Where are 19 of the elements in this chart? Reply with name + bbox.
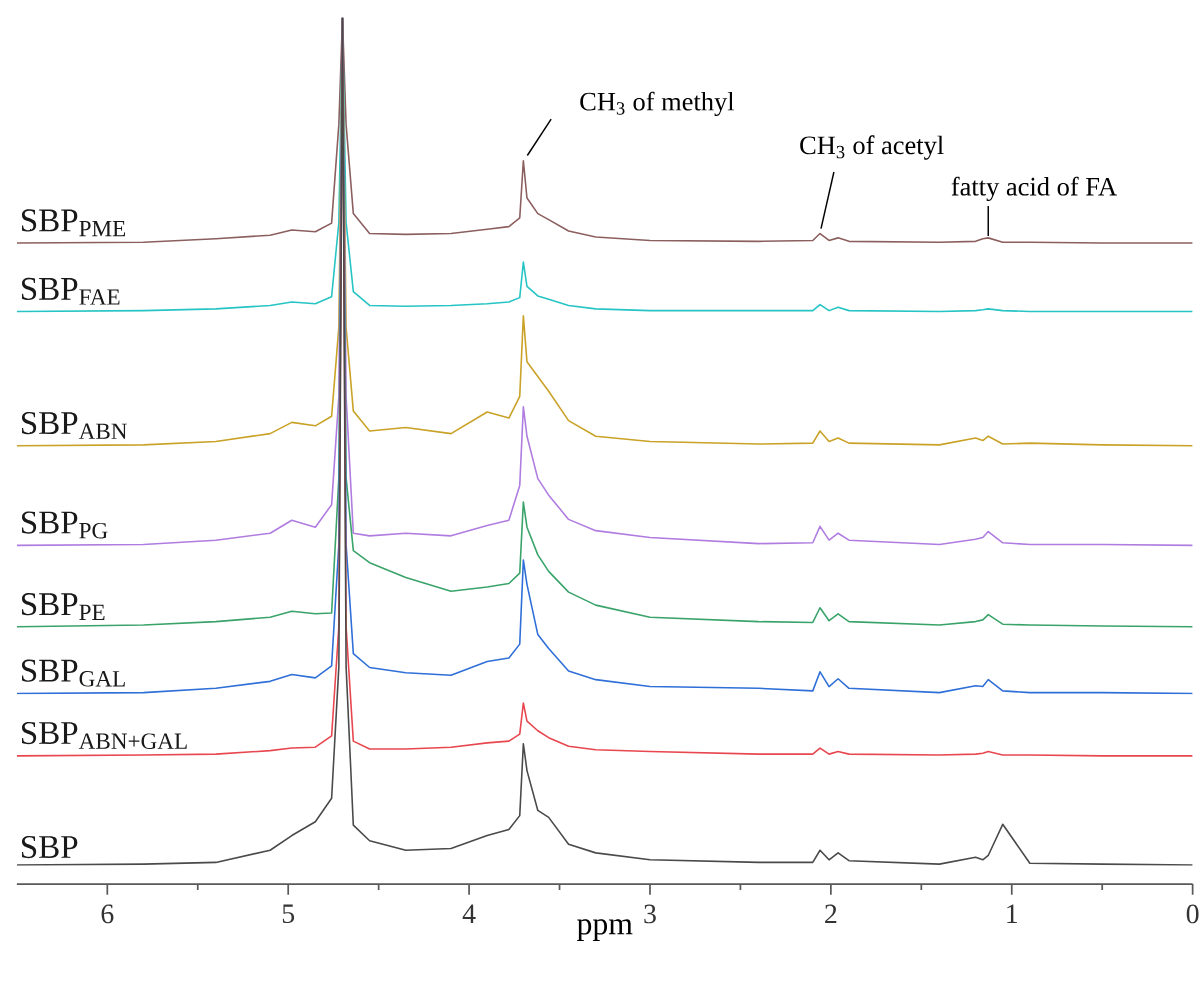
series-label: SBP$_{ABN+GAL}$ [22, 721, 187, 749]
series-label: SBP [22, 835, 78, 858]
x-tick-label: 6 [101, 904, 114, 924]
annotation: fatty acid of FA [951, 176, 1117, 201]
x-tick-label: 3 [644, 904, 656, 924]
series-label: SBP$_{ABN}$ [22, 411, 127, 439]
series-label: SBP$_{FAE}$ [22, 277, 120, 305]
annotation: CH$_{3}$ of methyl [580, 91, 735, 116]
series-label: SBP$_{PG}$ [22, 511, 108, 539]
series-label: SBP$_{PME}$ [22, 209, 126, 237]
x-tick-label: 5 [282, 904, 295, 923]
annotation: CH$_{3}$ of acetyl [800, 135, 944, 160]
x-tick-label: 2 [825, 904, 837, 923]
x-tick-label: 0 [1186, 904, 1199, 924]
series-label: SBP$_{GAL}$ [22, 659, 125, 687]
x-tick-label: 1 [1007, 904, 1018, 923]
x-tick-label: 4 [462, 904, 476, 923]
series-label: SBP$_{PE}$ [22, 592, 105, 620]
x-axis-title: ppm [577, 919, 633, 941]
